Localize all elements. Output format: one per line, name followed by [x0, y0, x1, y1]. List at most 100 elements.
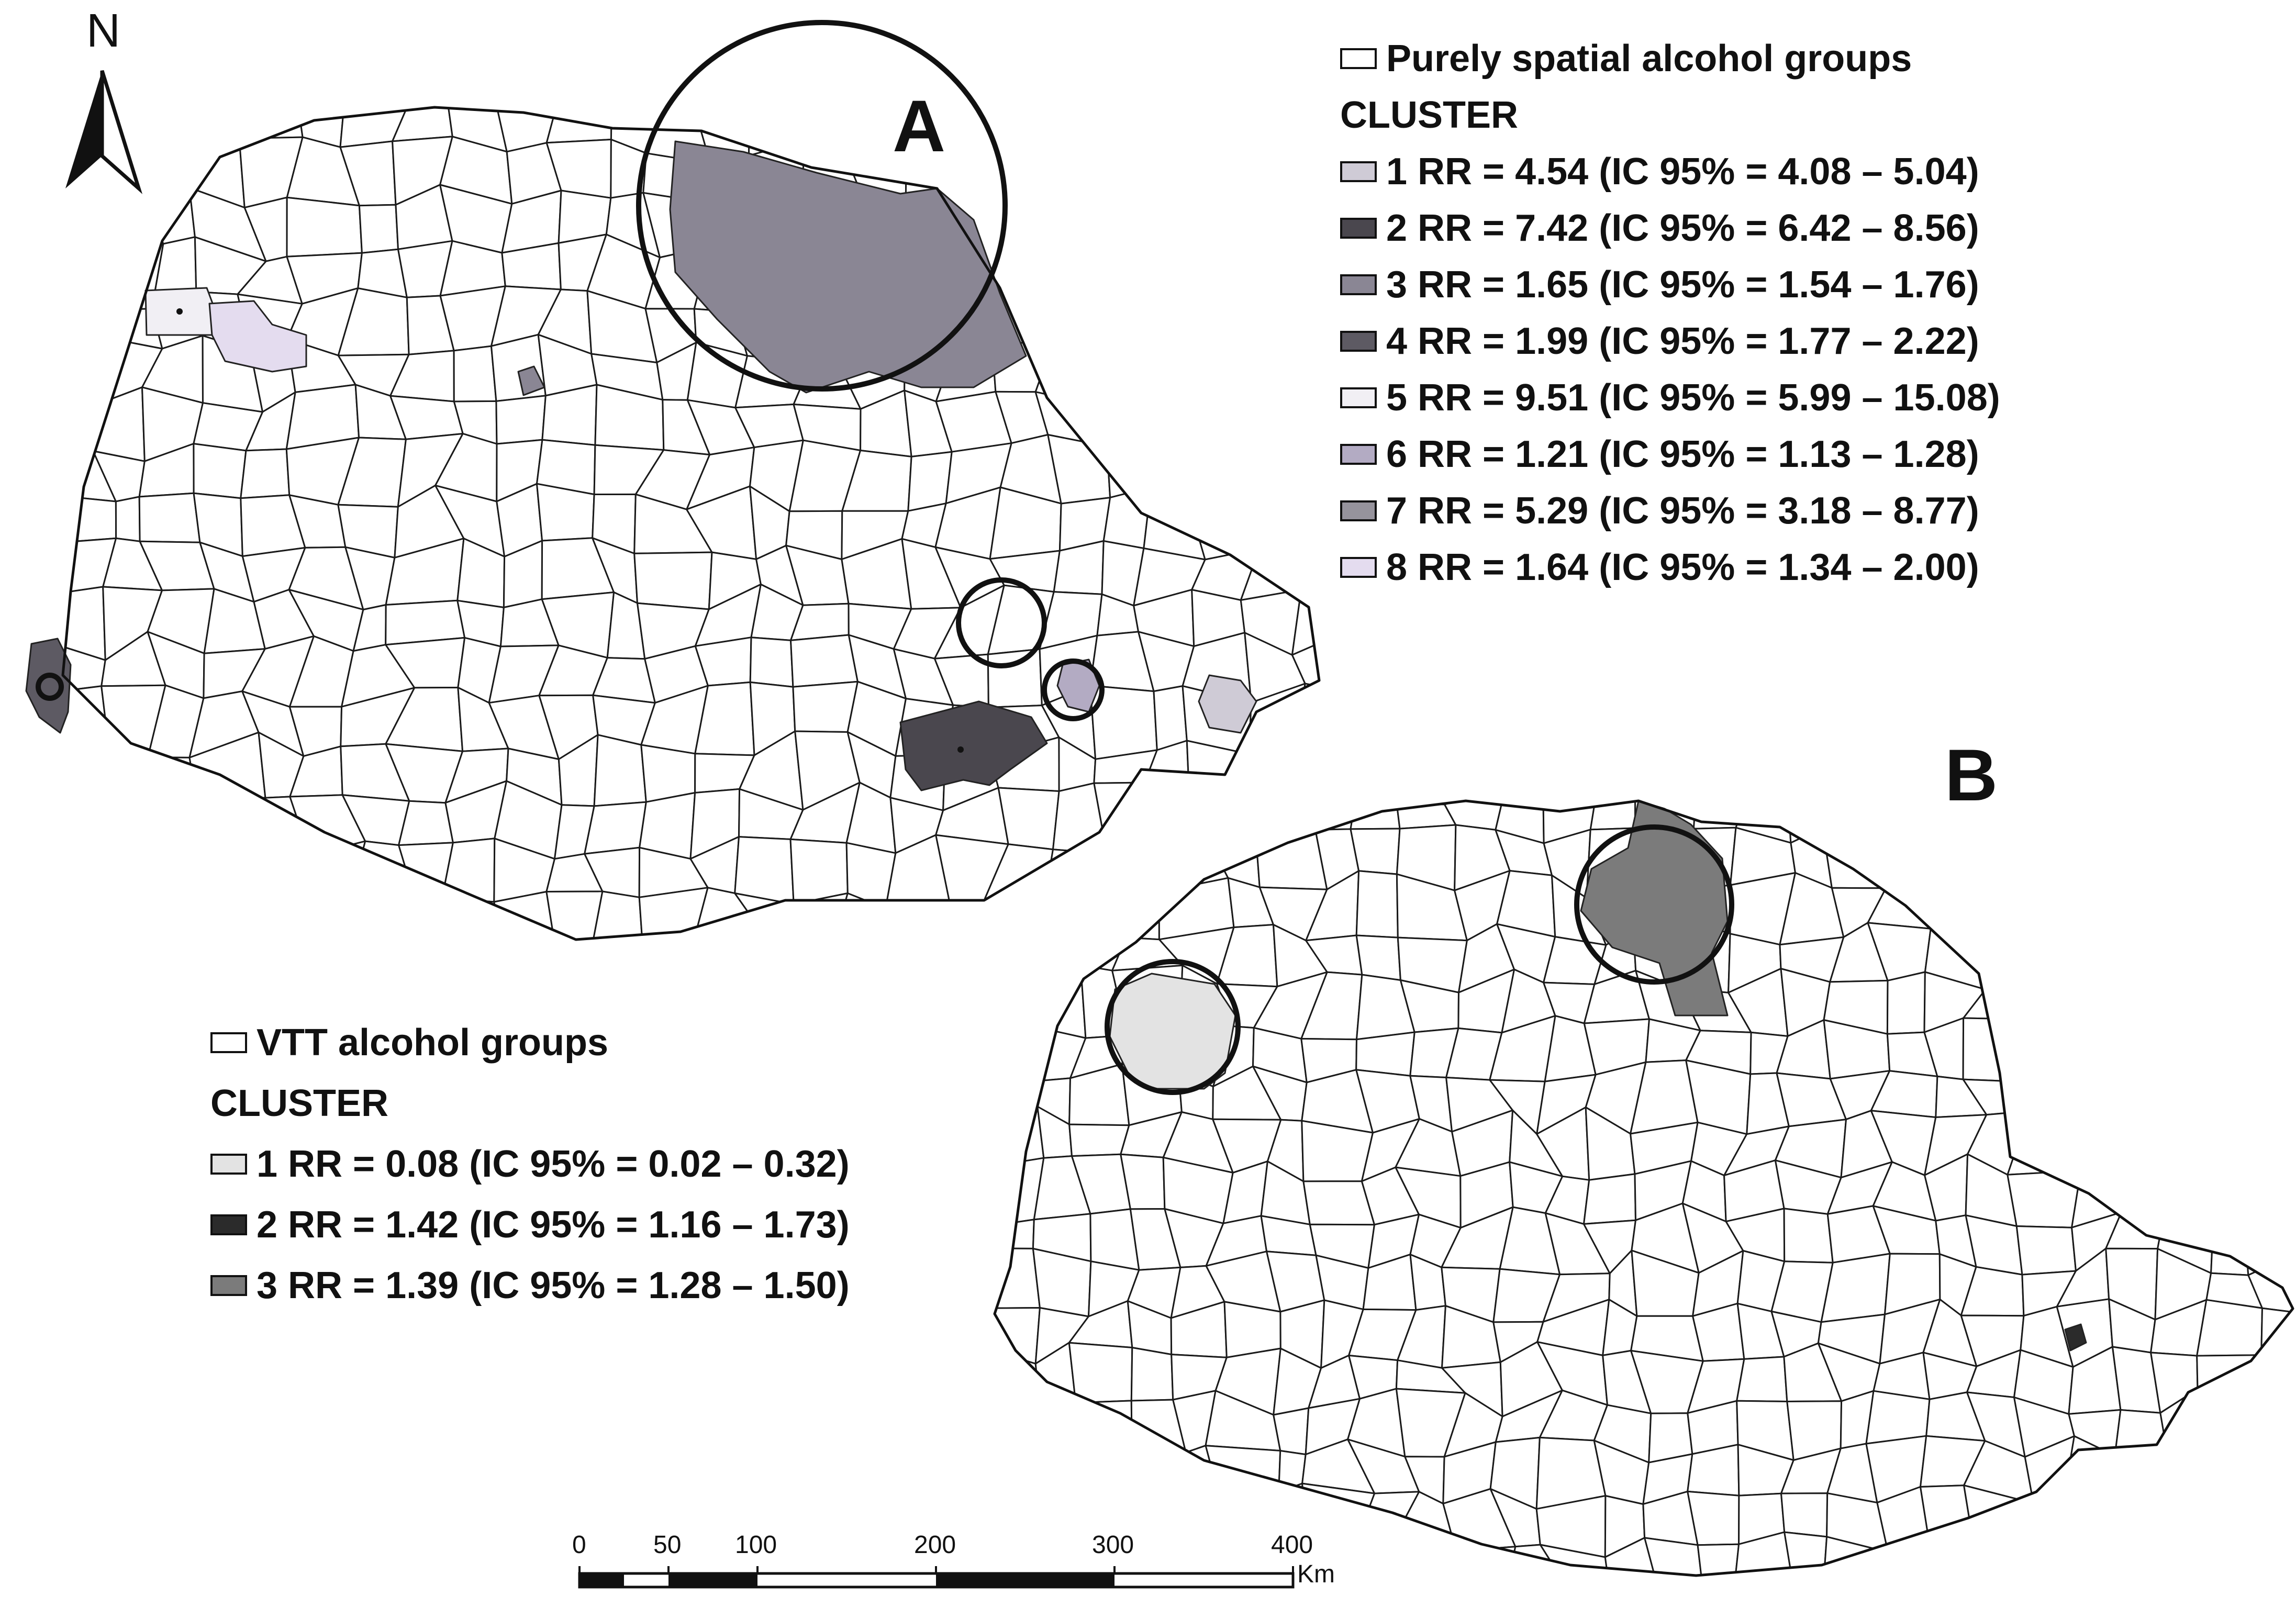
map-a-cluster-2-centroid [957, 746, 964, 753]
map-b-municipality [2255, 1112, 2293, 1157]
map-a-municipality [1081, 283, 1153, 362]
legend-b-swatch [210, 1275, 247, 1296]
map-a-municipality [545, 107, 613, 144]
map-b-municipality [2290, 886, 2293, 934]
legend-b-title-swatch [210, 1032, 247, 1053]
legend-a-title-row: Purely spatial alcohol groups [1340, 30, 2000, 87]
map-a-municipality [1197, 395, 1257, 456]
scale-tick-label: 0 [572, 1531, 586, 1559]
map-b-municipality [2108, 801, 2161, 847]
map-b-municipality [2015, 1225, 2077, 1276]
map-b-municipality [1780, 1492, 1829, 1538]
map-a-municipality [641, 934, 697, 940]
map-b-municipality [1364, 1587, 1417, 1597]
map-a-cluster-6-ring [1042, 658, 1105, 721]
scale-tick-label: 50 [653, 1531, 682, 1559]
map-b-municipality [1455, 1546, 1517, 1576]
legend-b: VTT alcohol groups CLUSTER 1 RR = 0.08 (… [210, 1014, 850, 1314]
map-a-municipality [193, 443, 247, 499]
map-a-municipality [1289, 438, 1319, 506]
map-a-municipality [146, 143, 206, 197]
map-b-municipality [1919, 1530, 1986, 1576]
map-a-municipality [1145, 387, 1208, 456]
map-a-municipality [286, 196, 363, 258]
legend-a-item: 4 RR = 1.99 (IC 95% = 1.77 – 2.22) [1340, 313, 2000, 370]
legend-a-item: 3 RR = 1.65 (IC 95% = 1.54 – 1.76) [1340, 256, 2000, 313]
map-a-municipality [240, 448, 291, 499]
scale-tick-label: 100 [735, 1531, 777, 1559]
legend-a-item-label: 8 RR = 1.64 (IC 95% = 1.34 – 2.00) [1386, 546, 1979, 588]
map-b-municipality [2007, 801, 2074, 843]
map-b-municipality [2058, 1106, 2107, 1179]
north-arrow-icon [65, 70, 143, 194]
map-b-municipality [2114, 1409, 2169, 1459]
map-a-cluster-7-ring [956, 577, 1047, 668]
map-a-municipality [792, 680, 859, 733]
legend-a-item-label: 2 RR = 7.42 (IC 95% = 6.42 – 8.56) [1386, 207, 1979, 249]
map-b-municipality [2291, 1444, 2293, 1501]
map-a-state-outline [61, 106, 1321, 941]
legend-a-heading: CLUSTER [1340, 94, 1518, 136]
legend-a-item-label: 4 RR = 1.99 (IC 95% = 1.77 – 2.22) [1386, 320, 1979, 362]
map-b-municipality [980, 1593, 1042, 1597]
map-b-municipality [2242, 1154, 2293, 1210]
map-a-cluster-1-region [1198, 674, 1257, 734]
legend-a-swatch [1340, 331, 1377, 352]
map-b-municipality [2248, 1531, 2293, 1576]
map-b-municipality [2013, 1590, 2082, 1597]
map-b-municipality [2204, 1112, 2265, 1181]
map-b-municipality [2242, 824, 2293, 896]
map-a-municipality [491, 333, 547, 402]
map-a-municipality [102, 195, 164, 245]
map-a-municipality [997, 787, 1060, 851]
map-b-municipality [2007, 1169, 2082, 1229]
map-b-municipality [1037, 964, 1087, 1039]
map-a-municipality [398, 842, 454, 900]
legend-a-title-swatch [1340, 48, 1377, 69]
map-a-municipality [907, 451, 953, 512]
map-b-municipality [1887, 1544, 1931, 1576]
legend-a-swatch [1340, 218, 1377, 239]
map-a-municipality [1285, 500, 1319, 561]
map-a-municipality [1085, 193, 1141, 256]
map-a-municipality [63, 798, 98, 846]
legend-a-item: 5 RR = 9.51 (IC 95% = 5.99 – 15.08) [1340, 370, 2000, 426]
map-b-municipality [2028, 1494, 2066, 1555]
map-b-municipality [1634, 1584, 1704, 1597]
map-b-municipality [2074, 975, 2122, 1037]
legend-b-item: 3 RR = 1.39 (IC 95% = 1.28 – 1.50) [210, 1257, 850, 1314]
legend-b-item: 1 RR = 0.08 (IC 95% = 0.02 – 0.32) [210, 1136, 850, 1192]
map-b-municipality [995, 1081, 1039, 1111]
legend-a-swatch [1340, 500, 1377, 521]
map-b-municipality [2290, 842, 2293, 895]
map-a-municipality [88, 840, 153, 895]
map-a-municipality [1282, 187, 1319, 264]
map-b-municipality [1225, 1540, 1266, 1576]
map-a-municipality [1143, 486, 1206, 561]
map-a-municipality [1341, 634, 1386, 694]
map-a-municipality [1196, 107, 1252, 149]
legend-a-item: 6 RR = 1.21 (IC 95% = 1.13 – 1.28) [1340, 426, 2000, 483]
map-b-municipality [2122, 874, 2171, 929]
map-a-municipality [633, 551, 713, 610]
map-b-municipality [1355, 934, 1401, 981]
map-a-municipality [734, 892, 811, 940]
legend-a-swatch [1340, 444, 1377, 465]
map-a-municipality [1183, 342, 1254, 399]
map-a-municipality [348, 898, 416, 940]
map-b-municipality [2204, 1154, 2265, 1221]
map-a-municipality [63, 935, 103, 940]
map-a-municipality [198, 930, 252, 940]
map-b-municipality [1263, 1590, 1314, 1597]
scale-tick-label: 200 [914, 1531, 956, 1559]
map-b-municipality [2242, 801, 2293, 844]
panel-label-b: B [1945, 734, 1998, 816]
map-a-cluster-4-region [25, 638, 72, 734]
map-a-municipality [536, 483, 595, 542]
map-b-municipality [1068, 1123, 1130, 1157]
map-a-municipality [1151, 283, 1195, 362]
map-b [980, 799, 2294, 1597]
map-a-municipality [943, 931, 1001, 940]
map-a-municipality [63, 283, 103, 355]
map-b-municipality [2260, 1307, 2293, 1356]
